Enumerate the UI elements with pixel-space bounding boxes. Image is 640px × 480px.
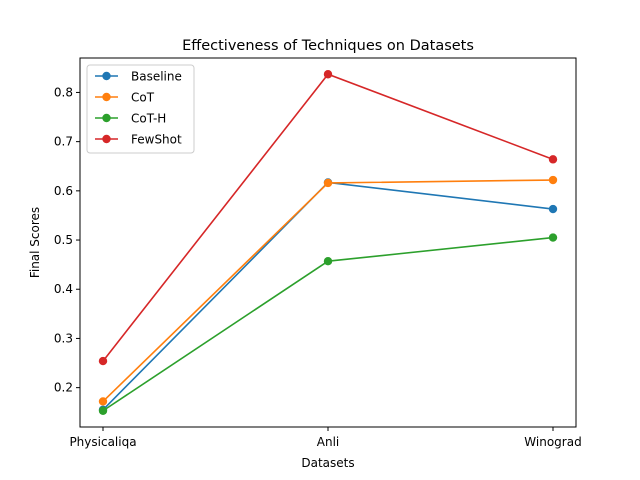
legend-label: Baseline xyxy=(131,70,182,84)
series-cot xyxy=(98,175,558,406)
chart-title: Effectiveness of Techniques on Datasets xyxy=(182,38,474,54)
data-point xyxy=(548,233,558,242)
legend-box xyxy=(86,64,195,154)
data-point xyxy=(548,204,558,214)
legend-marker xyxy=(102,113,111,123)
y-tick-label: 0.3 xyxy=(54,331,73,345)
legend-label: FewShot xyxy=(131,133,182,147)
legend-marker xyxy=(102,134,111,144)
y-axis-label: Final Scores xyxy=(28,207,42,278)
data-point xyxy=(323,178,333,188)
x-tick-label: Anli xyxy=(317,435,339,449)
y-tick-label: 0.8 xyxy=(54,85,73,99)
y-tick-label: 0.7 xyxy=(54,135,73,149)
data-point xyxy=(548,175,558,185)
series-cot-h xyxy=(98,233,558,415)
y-tick-label: 0.6 xyxy=(54,184,73,198)
legend-marker xyxy=(102,92,111,102)
y-tick-label: 0.5 xyxy=(54,233,73,247)
data-point xyxy=(98,406,108,415)
series-line xyxy=(102,181,554,411)
x-tick-label: Physicaliqa xyxy=(69,435,136,449)
series-fewshot xyxy=(98,70,558,366)
data-point xyxy=(323,70,333,79)
series-line xyxy=(102,179,554,402)
data-point xyxy=(98,397,108,406)
data-point xyxy=(323,257,333,266)
legend-marker xyxy=(102,71,111,81)
legend-label: CoT xyxy=(131,91,155,105)
legend: Baseline CoT CoT-H FewShot xyxy=(86,64,195,154)
series-baseline xyxy=(98,178,558,414)
data-point xyxy=(548,155,558,164)
data-point xyxy=(98,356,108,366)
legend-label: CoT-H xyxy=(131,112,166,126)
y-tick-label: 0.2 xyxy=(54,381,73,395)
x-axis-label: Datasets xyxy=(301,456,354,470)
y-tick-label: 0.4 xyxy=(54,282,73,296)
x-tick-label: Winograd xyxy=(524,435,581,449)
